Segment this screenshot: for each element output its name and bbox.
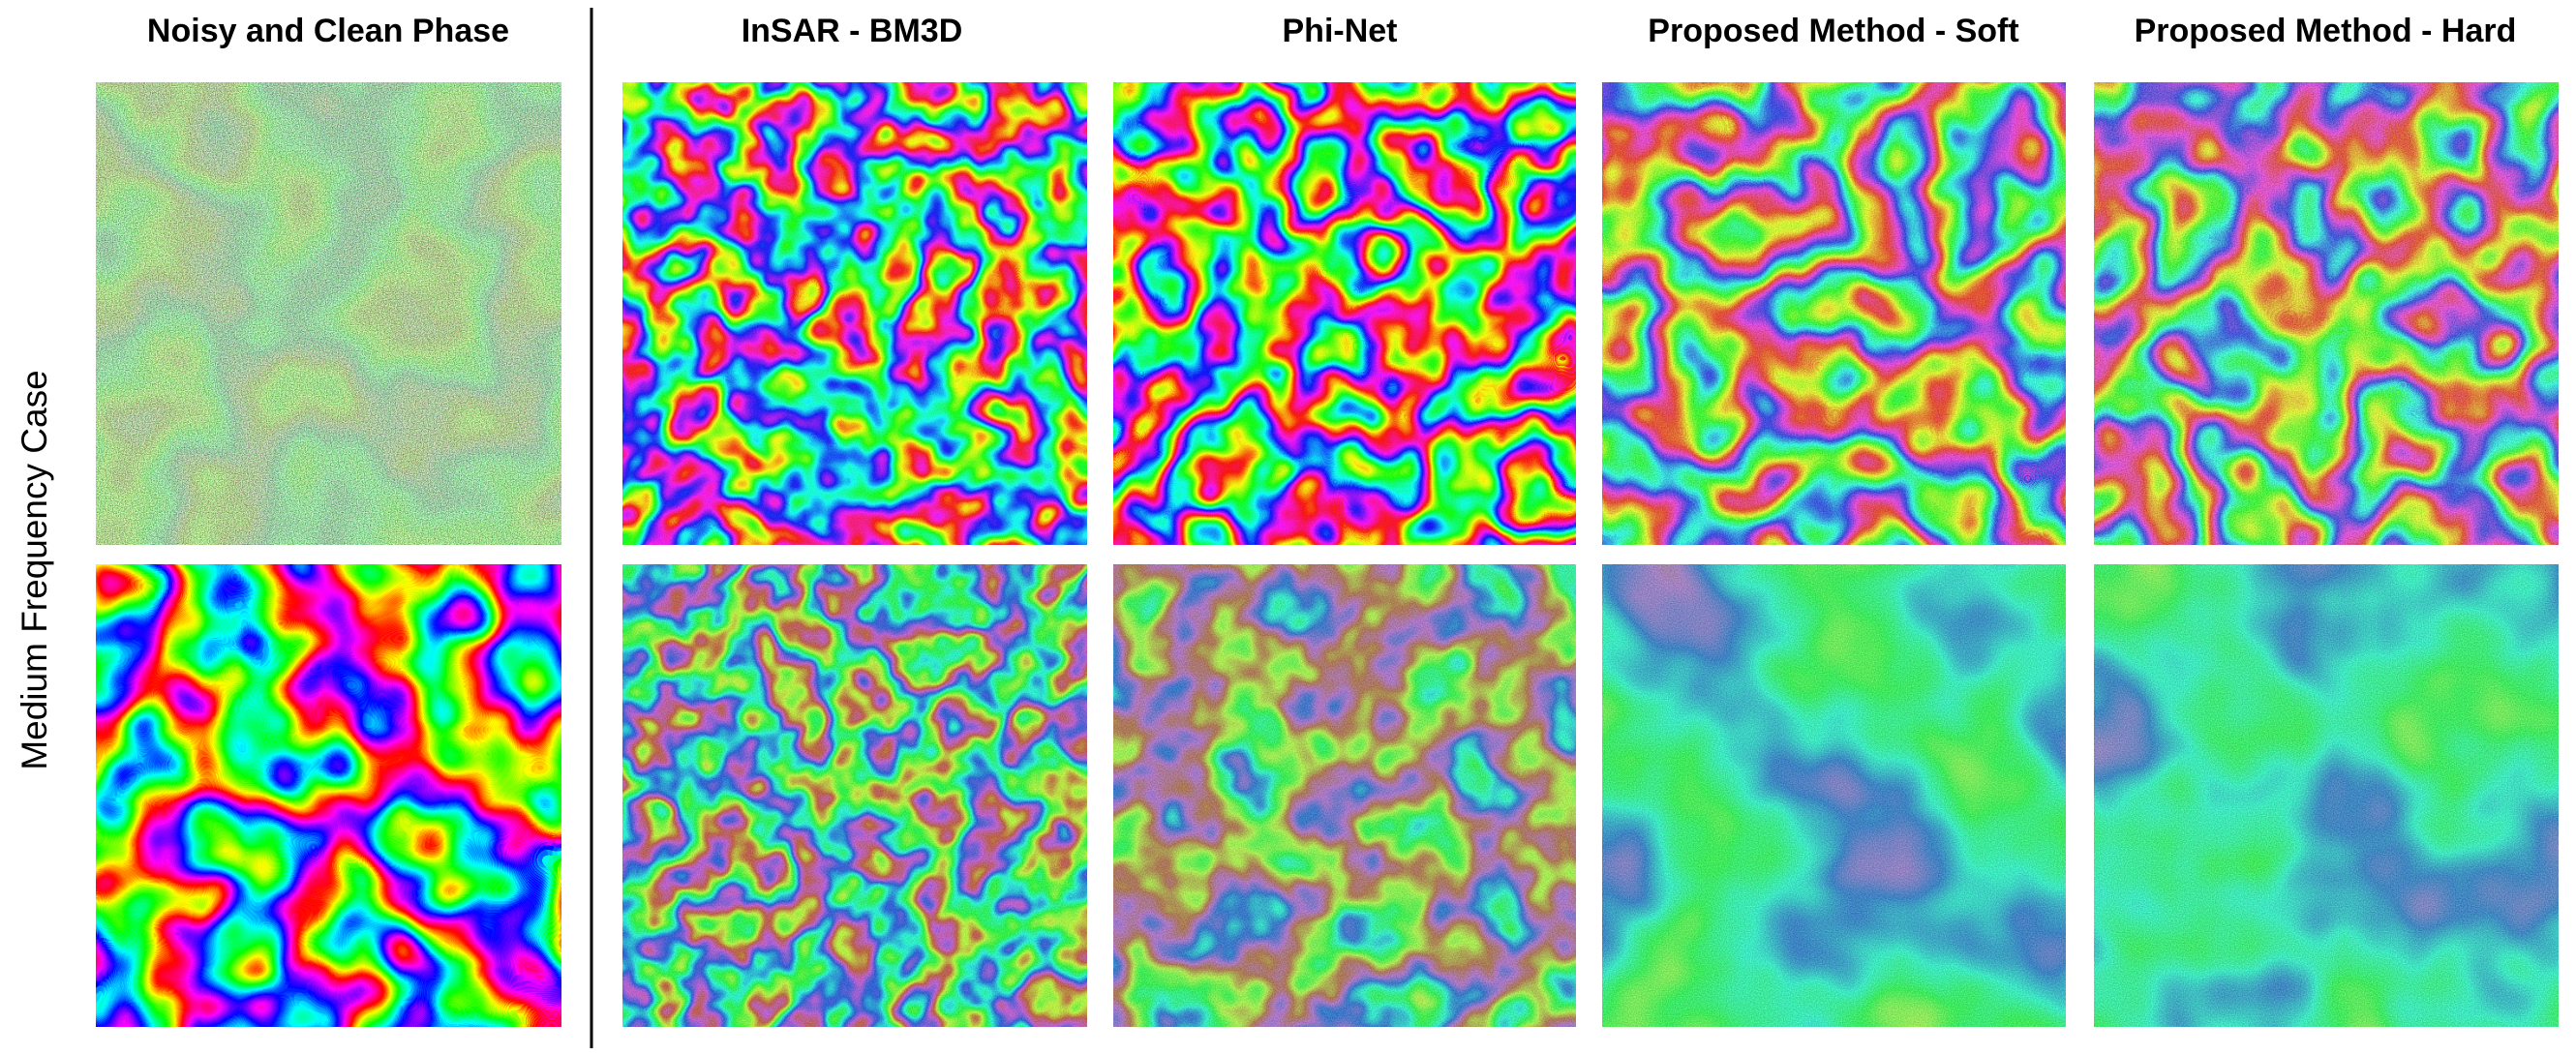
- phase-image: [1113, 82, 1576, 545]
- row-label: Medium Frequency Case: [15, 370, 54, 769]
- phase-image: [622, 564, 1087, 1027]
- phase-image: [622, 82, 1087, 545]
- column-title: Phi-Net: [1283, 13, 1398, 49]
- phase-image: [96, 564, 561, 1027]
- phase-image: [1602, 82, 2066, 545]
- phase-image: [2094, 82, 2559, 545]
- panels: [96, 82, 2559, 1027]
- column-title: Proposed Method - Soft: [1648, 13, 2018, 49]
- phase-image: [1113, 564, 1576, 1027]
- phase-image: [1602, 564, 2066, 1027]
- phase-image: [96, 82, 561, 545]
- phase-image: [2094, 564, 2559, 1027]
- column-title: Proposed Method - Hard: [2135, 13, 2517, 49]
- column-title: Noisy and Clean Phase: [147, 13, 509, 49]
- column-title: InSAR - BM3D: [742, 13, 963, 49]
